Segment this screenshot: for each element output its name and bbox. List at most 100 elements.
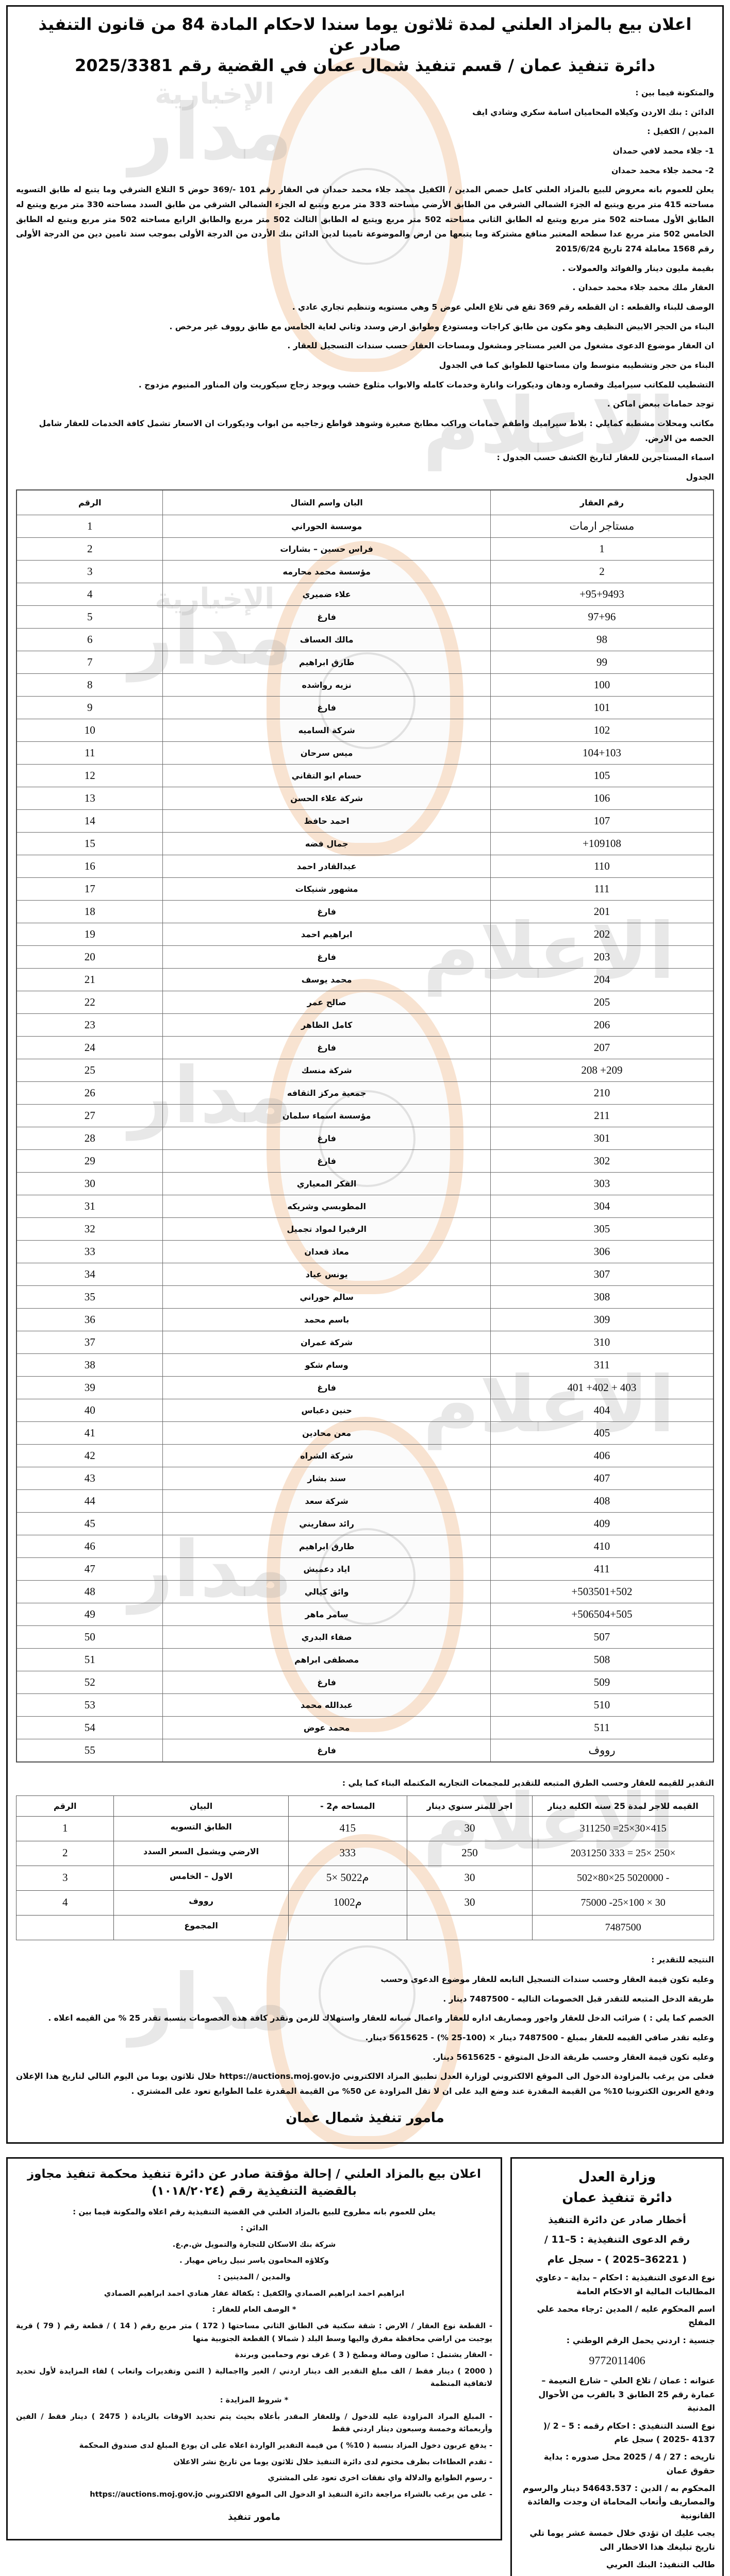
cell-row-number: 44 (16, 1489, 163, 1513)
cell-area: م5022 ×5 (288, 1866, 407, 1891)
term-5-auction-url[interactable]: - على من يرغب بالشراء مراجعة دائرة التنف… (90, 2490, 492, 2499)
occupancy-description: ان العقار موضوع الدعوى مشغول من الغير مس… (287, 341, 714, 351)
tenants-table: رقم العقار البان واسم الشال الرقم مستاجر… (16, 489, 714, 1762)
table-row: 101 فارغ 9 (16, 696, 714, 719)
cell-property: 404 (490, 1398, 714, 1422)
cell-row-number (15, 1915, 114, 1941)
cell-property: 201 (490, 900, 714, 923)
table-row: 111 مشهور شنيكات 17 (16, 877, 714, 901)
conclusion-deductions: الخصم كما يلي : ) ضرائب الدخل للعقار واج… (48, 2013, 714, 2023)
execution-notice-amman: وزارة العدل دائرة تنفيذ عمان أخطار صادر … (510, 2157, 724, 2576)
table-row: 202 ابراهيم احمد 19 (16, 922, 714, 946)
table-row: 408 شركة سعد 44 (16, 1489, 714, 1513)
cell-tenant-name: فارغ (162, 945, 491, 969)
cell-area: 415 (288, 1816, 407, 1842)
cell-property: 509 (490, 1670, 714, 1694)
notice-subtitle: أخطار صادر عن دائرة التنفيذ (548, 2214, 686, 2226)
cell-tenant-name: سالم حوراني (162, 1285, 491, 1309)
table-row: 105 حسام ابو التقاني 12 (16, 764, 714, 787)
cell-tenant-name: شركة عمران (162, 1330, 491, 1354)
national-id: 9772011406 (589, 2354, 645, 2367)
cell-row-number: 18 (16, 900, 163, 923)
creditor-name: شركة بنك الاسكان للتجارة والتمويل ش.م.ع. (172, 2240, 336, 2249)
cell-tenant-name: رائد سفاريني (162, 1512, 491, 1535)
column-header-item: البيان (113, 1795, 289, 1817)
cell-property: 101 (490, 696, 714, 719)
table-row: 306 معاذ قعدان 33 (16, 1240, 714, 1263)
cell-area: م1002 (288, 1890, 407, 1916)
cell-tenant-name: وسام شكو (162, 1353, 491, 1377)
cell-row-number: 40 (16, 1398, 163, 1422)
table-header-row: رقم العقار البان واسم الشال الرقم (16, 489, 714, 515)
cell-row-number: 24 (16, 1036, 163, 1059)
cell-total: 7487500 (532, 1915, 714, 1941)
description-line-2: - العقار يشتمل : صالون وصالة ومطبخ ( 3 )… (235, 2351, 492, 2360)
table-row: 107 احمد حافظ 14 (16, 809, 714, 833)
debtor-name: اسم المحكوم عليه / المدين :رجاء محمد علي… (537, 2303, 715, 2328)
cell-tenant-name: باسم محمد (162, 1308, 491, 1331)
auction-notice-temporary-transfer: اعلان بيع بالمزاد العلني / إحالة مؤقتة ص… (6, 2157, 502, 2541)
cell-property: 311 (490, 1353, 714, 1377)
department-title: دائرة تنفيذ عمان (562, 2190, 672, 2206)
table-row: 405 معن محادين 41 (16, 1421, 714, 1445)
cell-row-number: 48 (16, 1580, 163, 1603)
conclusion-net-value: وعليه تقدر صافي القيمه للعقار بمبلغ - 74… (365, 2033, 715, 2043)
cell-tenant-name: شركة الساميه (162, 718, 491, 742)
cell-tenant-name: شركة سعد (162, 1489, 491, 1513)
table-row: 508 مصطفى ابراهم 51 (16, 1648, 714, 1671)
cell-row-number: 45 (16, 1512, 163, 1535)
cell-item: المجموع (113, 1915, 289, 1941)
bathrooms-description: توجد حمامات ببعض اماكن . (607, 399, 714, 409)
cell-row-number: 3 (16, 560, 163, 583)
cell-property: 511 (490, 1716, 714, 1739)
cell-property: 308 (490, 1285, 714, 1309)
cell-total: 30 × 100×25- 75000 (532, 1890, 714, 1916)
conclusion-title: النتيجه للتقدير : (651, 1955, 714, 1965)
cell-property: 305 (490, 1217, 714, 1241)
cell-row-number: 51 (16, 1648, 163, 1671)
table-row: 305 الرفيرا لمواد تجميل 32 (16, 1217, 714, 1241)
deed-date: تاريخه : 27 / 4 / 2025 محل صدوره : بداية… (543, 2452, 715, 2476)
cell-property: 307 (490, 1262, 714, 1286)
valuation-row: 7487500 المجموع (15, 1915, 714, 1941)
cell-property: 106 (490, 786, 714, 810)
cell-property: 409 (490, 1512, 714, 1535)
shops-description: مكاتب ومحلات مشطبه كمايلي : بلاط سيراميك… (39, 419, 714, 443)
debtor-address: عنوانه : عمان / تلاع العلي – شارع النعيم… (538, 2376, 715, 2413)
cell-row-number: 1 (16, 514, 163, 538)
ministry-title: وزارة العدل (578, 2169, 656, 2185)
description-line-1: - القطعة نوع العقار / الارض : شقة سكنية … (16, 2321, 492, 2343)
cell-property: 102 (490, 718, 714, 742)
creditor-label: الدائن : (240, 2224, 268, 2233)
execution-applicant: طالب التنفيذ: البنك العربي (606, 2560, 715, 2570)
cell-tenant-name: معن محادين (162, 1421, 491, 1445)
valuation-row: ×250 ×25 = 333 2031250 250 333 الارضي ويشمل… (15, 1841, 714, 1867)
cell-row-number: 22 (16, 990, 163, 1014)
owner-line: العقار ملك محمد جلاء محمد حمدان . (572, 283, 714, 293)
headline-line-2: دائرة تنفيذ عمان / قسم تنفيذ شمال عمان ف… (75, 56, 655, 75)
cell-rate: 30 (406, 1816, 533, 1842)
debt-value-line: بقيمة مليون دينار والفوائد والعمولات . (562, 263, 714, 273)
cell-row-number: 8 (16, 673, 163, 697)
column-header-no: الرقم (16, 489, 163, 515)
cell-row-number: 4 (15, 1890, 114, 1916)
cell-tenant-name: نزيه رواشده (162, 673, 491, 697)
cell-tenant-name: طارق ابراهيم (162, 1534, 491, 1558)
cell-row-number: 16 (16, 854, 163, 878)
debtor-label: المدين / الكفيل : (647, 127, 714, 137)
table-row: 110 عبدالقادر احمد 16 (16, 854, 714, 878)
cell-row-number: 49 (16, 1602, 163, 1626)
cell-rate: 30 (406, 1890, 533, 1916)
page-title: اعلان بيع بالمزاد العلني لمدة ثلاثون يوم… (16, 14, 714, 76)
cell-row-number: 1 (15, 1816, 114, 1842)
cell-tenant-name: علاء ضميري (162, 582, 491, 606)
cell-row-number: 55 (16, 1738, 163, 1762)
cell-property: 95+9493+ (490, 582, 714, 606)
cell-property: 407 (490, 1466, 714, 1490)
cell-property: 210 (490, 1081, 714, 1105)
debtor-item: 2- محمد جلاء محمد حمدان (611, 165, 714, 175)
cell-row-number: 15 (16, 832, 163, 855)
table-row: 206 كامل الظاهر 23 (16, 1013, 714, 1037)
headline-line-1: اعلان بيع بالمزاد العلني لمدة ثلاثون يوم… (38, 14, 692, 55)
